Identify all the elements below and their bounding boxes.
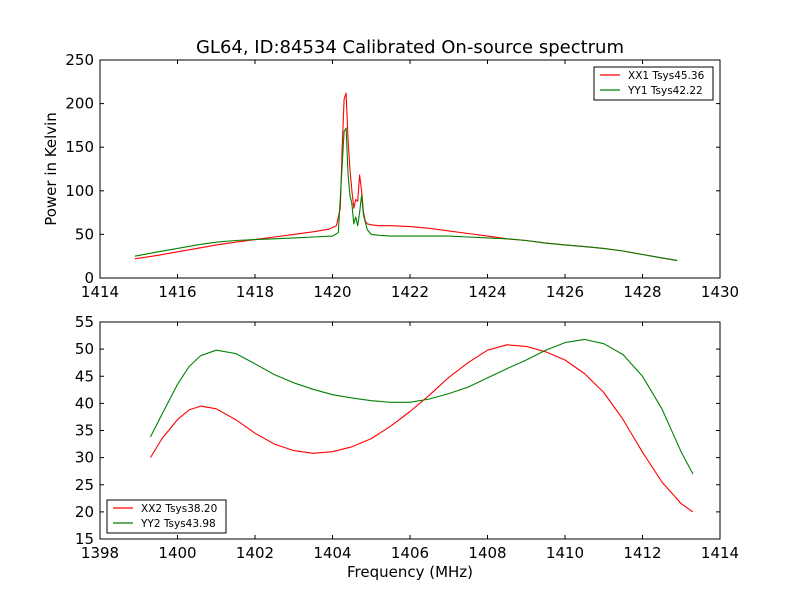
legend-entry: YY1 Tsys42.22: [627, 85, 703, 97]
y-tick-label: 50: [75, 340, 94, 358]
legend: XX2 Tsys38.20 YY2 Tsys43.98: [106, 499, 227, 534]
y-tick-label: 50: [75, 225, 94, 243]
legend: XX1 Tsys45.36 YY1 Tsys42.22: [593, 66, 714, 101]
top-subplot: 1414 1416 1418 1420 1422 1424 1426 1428 1430 0 50 1…: [65, 51, 739, 301]
x-tick-label: 1400: [158, 544, 196, 562]
legend-entry: XX1 Tsys45.36: [628, 70, 705, 82]
x-tick-label: 1398: [81, 544, 119, 562]
x-tick-label: 1426: [546, 283, 584, 301]
x-tick-label: 1420: [313, 283, 351, 301]
x-tick-label: 1406: [391, 544, 429, 562]
x-tick-label: 1422: [391, 283, 429, 301]
x-tick-label: 1424: [468, 283, 506, 301]
y-tick-label: 15: [75, 530, 94, 548]
series-line-2: [149, 338, 694, 475]
y-tick-label: 150: [65, 138, 94, 156]
series-line-2: [134, 127, 678, 262]
chart-title: GL64, ID:84534 Calibrated On-source spec…: [196, 37, 624, 58]
bottom-x-axis-label: Frequency (MHz): [347, 563, 473, 581]
y-tick-label: 45: [75, 367, 94, 385]
legend-box: [106, 499, 227, 534]
series-line-1: [134, 92, 678, 262]
top-y-axis-label: Power in Kelvin: [42, 112, 60, 226]
x-tick-label: 1414: [81, 283, 119, 301]
legend-entry: YY2 Tsys43.98: [140, 518, 216, 530]
x-tick-label: 1418: [236, 283, 274, 301]
x-tick-label: 1404: [313, 544, 351, 562]
series-line-1: [149, 344, 694, 513]
y-tick-label: 20: [75, 503, 94, 521]
y-tick-label: 0: [84, 269, 94, 287]
y-tick-label: 25: [75, 476, 94, 494]
legend-entry: XX2 Tsys38.20: [141, 503, 217, 515]
x-tick-label: 1410: [546, 544, 584, 562]
x-tick-label: 1402: [236, 544, 274, 562]
x-tick-label: 1412: [623, 544, 661, 562]
x-tick-label: 1416: [158, 283, 196, 301]
bottom-subplot: 1398 1400 1402 1404 1406 1408 1410 1412 1414 15 20…: [75, 313, 739, 562]
y-tick-label: 200: [65, 95, 94, 113]
y-tick-label: 35: [75, 422, 94, 440]
x-tick-label: 1414: [701, 544, 739, 562]
x-tick-label: 1430: [701, 283, 739, 301]
y-tick-label: 55: [75, 313, 94, 331]
x-tick-label: 1428: [623, 283, 661, 301]
y-tick-label: 250: [65, 51, 94, 69]
y-tick-label: 40: [75, 394, 94, 412]
y-tick-label: 30: [75, 449, 94, 467]
y-tick-label: 100: [65, 182, 94, 200]
legend-box: [593, 66, 714, 101]
x-tick-label: 1408: [468, 544, 506, 562]
